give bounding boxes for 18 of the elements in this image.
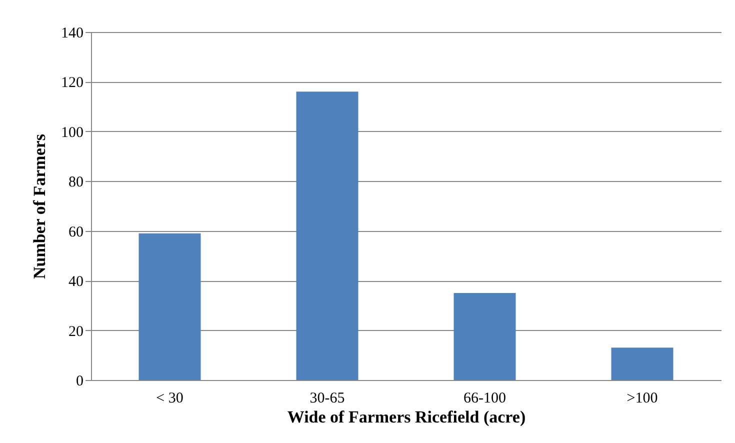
y-tick-label: 40: [68, 274, 84, 290]
x-axis-title: Wide of Farmers Ricefield (acre): [287, 408, 526, 426]
y-tick-label: 20: [68, 324, 84, 340]
y-tick-label: 60: [68, 224, 84, 240]
y-tick-label: 80: [68, 174, 84, 191]
bar: [454, 293, 516, 380]
y-axis-title: Number of Farmers: [30, 134, 49, 280]
y-tick-label: 120: [61, 75, 84, 92]
bar: [611, 348, 674, 380]
x-tick-label: 66-100: [464, 390, 506, 406]
x-tick-label: >100: [626, 390, 658, 406]
bar: [296, 92, 358, 380]
bar: [138, 233, 201, 380]
y-tick-label: 140: [61, 26, 84, 42]
x-tick-label: 30-65: [310, 390, 345, 406]
y-tick-label: 0: [76, 374, 84, 390]
x-tick-label: < 30: [156, 390, 184, 406]
y-tick-label: 100: [61, 124, 84, 141]
